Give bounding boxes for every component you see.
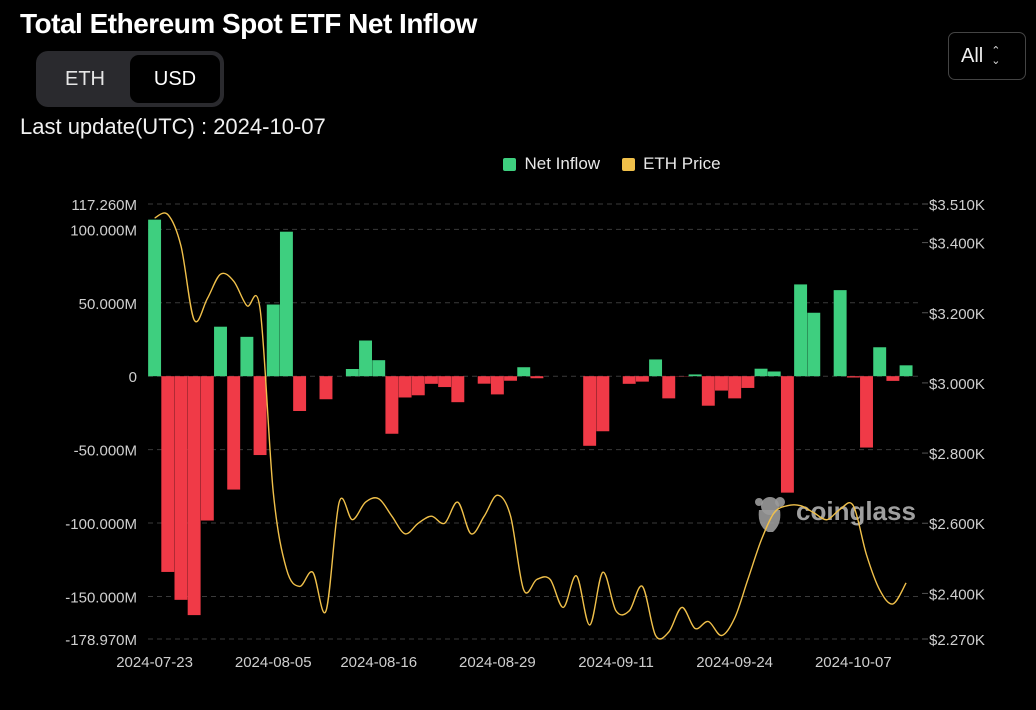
inflow-bar xyxy=(240,336,254,377)
last-update-label: Last update(UTC) : 2024-10-07 xyxy=(20,114,326,139)
right-axis-tick-label: $2.600K xyxy=(929,516,985,533)
chart-legend: Net Inflow ETH Price xyxy=(0,154,1036,174)
right-axis-tick-label: $2.800K xyxy=(929,446,985,463)
inflow-bar xyxy=(846,376,860,378)
inflow-bar xyxy=(583,376,597,446)
inflow-bar xyxy=(477,376,491,384)
x-axis-tick-label: 2024-07-23 xyxy=(116,654,193,671)
inflow-bar xyxy=(279,231,293,377)
inflow-bar xyxy=(187,376,201,616)
legend-item-net-inflow[interactable]: Net Inflow xyxy=(315,154,600,174)
inflow-bar xyxy=(688,374,702,377)
inflow-bar xyxy=(424,376,438,384)
inflow-bar xyxy=(517,367,531,377)
eth-toggle-option[interactable]: ETH xyxy=(65,67,105,90)
left-axis-tick-label: 100.000M xyxy=(70,222,137,239)
inflow-bar xyxy=(596,376,610,432)
legend-label-eth-price: ETH Price xyxy=(643,154,721,173)
inflow-bar xyxy=(662,376,676,399)
inflow-bar xyxy=(833,290,847,377)
inflow-bar xyxy=(161,376,175,572)
range-select-value: All xyxy=(961,44,984,67)
range-select[interactable]: All ⌃ ⌄ xyxy=(948,32,1026,80)
right-axis-tick-label: $3.000K xyxy=(929,376,985,393)
unit-toggle: ETH USD xyxy=(36,51,224,107)
inflow-bar xyxy=(504,376,518,381)
inflow-bar xyxy=(345,368,359,377)
watermark-text: coinglass xyxy=(796,496,916,526)
right-axis-tick-label: $3.200K xyxy=(929,306,985,323)
x-axis-tick-label: 2024-09-24 xyxy=(696,654,773,671)
coinglass-watermark: coinglass xyxy=(755,496,916,532)
left-axis-tick-label: 50.000M xyxy=(79,296,137,313)
inflow-bar xyxy=(411,376,425,396)
inflow-bar xyxy=(886,376,900,381)
left-axis-tick-label: 0 xyxy=(129,369,137,386)
inflow-bar xyxy=(860,376,873,448)
inflow-bar xyxy=(148,219,162,377)
right-axis-tick-label: $3.510K xyxy=(929,197,985,214)
inflow-bar xyxy=(451,376,465,403)
inflow-bar xyxy=(266,304,280,377)
legend-item-eth-price[interactable]: ETH Price xyxy=(622,154,721,174)
inflow-bar xyxy=(398,376,412,398)
inflow-bar xyxy=(372,360,386,377)
right-axis-tick-label: $3.400K xyxy=(929,236,985,253)
inflow-bar xyxy=(359,340,372,377)
inflow-bar xyxy=(214,326,227,377)
legend-label-net-inflow: Net Inflow xyxy=(524,154,601,173)
page-title: Total Ethereum Spot ETF Net Inflow xyxy=(20,8,477,39)
x-axis-tick-label: 2024-09-11 xyxy=(578,654,654,671)
inflow-bar xyxy=(200,376,214,521)
inflow-bar xyxy=(227,376,241,490)
inflow-bar xyxy=(649,359,663,377)
legend-swatch-eth-price xyxy=(622,157,636,171)
inflow-bar xyxy=(741,376,755,388)
inflow-bar xyxy=(293,376,307,411)
legend-swatch-net-inflow xyxy=(503,157,517,171)
eth-price-line xyxy=(154,212,907,640)
right-axis-tick-label: $2.400K xyxy=(929,586,985,603)
inflow-bar xyxy=(253,376,267,456)
chevron-updown-icon: ⌃ ⌄ xyxy=(991,45,1001,67)
inflow-bar xyxy=(899,365,913,377)
left-axis-tick-label: -50.000M xyxy=(74,443,137,460)
inflow-bar xyxy=(701,376,715,406)
left-axis-tick-label: -178.970M xyxy=(65,632,137,649)
inflow-bar xyxy=(490,376,504,395)
inflow-bar xyxy=(767,371,781,377)
right-axis-tick-label: $2.270K xyxy=(929,632,985,649)
inflow-bar xyxy=(873,347,887,377)
left-axis-tick-label: 117.260M xyxy=(71,197,137,214)
x-axis-tick-label: 2024-10-07 xyxy=(815,654,892,671)
inflow-bar xyxy=(438,376,452,388)
inflow-bar xyxy=(807,312,821,377)
x-axis-tick-label: 2024-08-05 xyxy=(235,654,312,671)
coinglass-logo-icon xyxy=(755,497,785,532)
inflow-bar xyxy=(530,376,544,379)
left-axis-tick-label: -150.000M xyxy=(65,589,137,606)
inflow-bar xyxy=(635,376,649,382)
inflow-bar xyxy=(385,376,399,434)
left-axis-tick-label: -100.000M xyxy=(65,516,137,533)
inflow-bar xyxy=(728,376,742,399)
inflow-bar xyxy=(780,376,794,493)
inflow-bar xyxy=(174,376,188,600)
inflow-bar xyxy=(319,376,333,400)
inflow-bar xyxy=(794,284,808,377)
x-axis-tick-label: 2024-08-16 xyxy=(340,654,417,671)
inflow-bar xyxy=(754,368,768,377)
usd-toggle-option[interactable]: USD xyxy=(130,55,220,103)
inflow-bar xyxy=(715,376,728,391)
x-axis-tick-label: 2024-08-29 xyxy=(459,654,536,671)
inflow-bar xyxy=(622,376,636,384)
